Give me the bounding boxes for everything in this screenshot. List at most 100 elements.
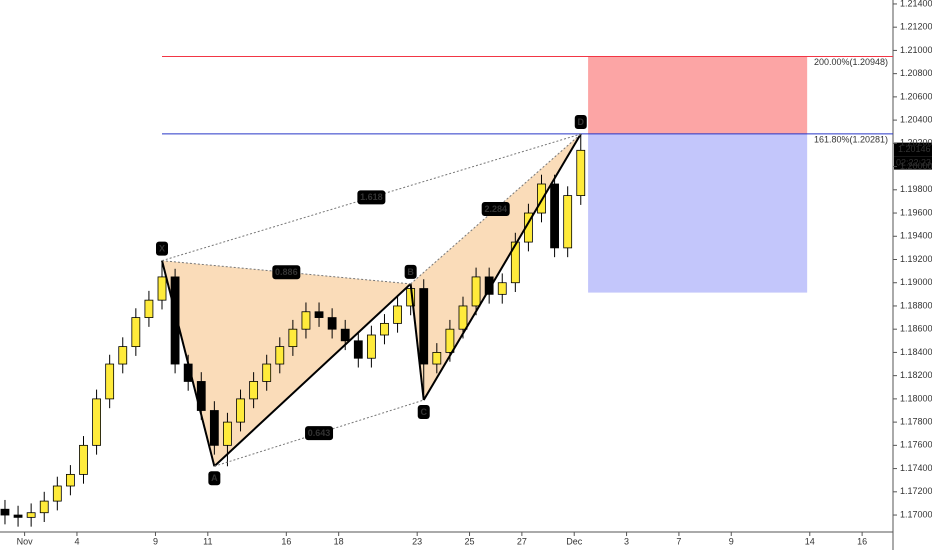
candle-body	[380, 322, 389, 336]
zone	[588, 133, 808, 293]
overlay: 200.00%(1.20948) 161.80%(1.20281) 1.618 0.8…	[156, 57, 932, 486]
y-tick-label: 1.17200	[900, 486, 932, 496]
candle-body	[13, 514, 23, 518]
x-tick-label: Nov	[17, 536, 34, 546]
countdown-box	[894, 156, 932, 170]
candle-body	[209, 410, 219, 446]
pattern-leg	[161, 260, 216, 467]
ratio-label: 0.886	[275, 267, 298, 277]
candle-body	[105, 363, 115, 400]
ratio-box	[305, 426, 334, 441]
candle-body	[223, 421, 232, 446]
candle-body	[52, 485, 62, 502]
candle-body	[314, 311, 324, 318]
candle-body	[0, 508, 10, 516]
candle-body	[484, 276, 494, 295]
y-tick-label: 1.17800	[900, 416, 932, 426]
x-tick-label: Dec	[566, 536, 583, 546]
zone	[588, 56, 808, 134]
candle-body	[288, 328, 298, 348]
candle-body	[393, 305, 402, 324]
x-tick-label: 9	[153, 536, 158, 546]
y-tick-label: 1.17000	[900, 509, 932, 519]
ratio-box	[481, 201, 510, 216]
x-tick-label: 14	[805, 536, 815, 546]
candle-body	[445, 328, 455, 353]
candle-body	[144, 299, 154, 318]
candle-body	[550, 183, 559, 249]
y-tick-label: 1.18600	[900, 324, 932, 334]
y-tick-label: 1.20400	[900, 114, 932, 124]
y-tick-label: 1.19800	[900, 184, 932, 194]
plot-area	[0, 55, 893, 527]
y-tick-label: 1.21000	[900, 45, 932, 55]
point-box	[208, 471, 221, 486]
y-tick-label: 1.19600	[900, 207, 932, 217]
y-tick-label: 1.20800	[900, 68, 932, 78]
candle-body	[327, 317, 337, 330]
y-tick-label: 1.18200	[900, 370, 932, 380]
ratio-box	[357, 190, 386, 205]
last-price-label: 1.20146	[898, 144, 931, 154]
candle-body	[262, 363, 272, 382]
x-tick-label: 7	[676, 536, 681, 546]
point-label: X	[159, 244, 165, 254]
y-tick-label: 1.18000	[900, 393, 932, 403]
ratio-line	[161, 133, 581, 262]
candle-body	[432, 352, 442, 365]
candle-body	[340, 328, 350, 342]
x-tick-label: 25	[465, 536, 475, 546]
candle-body	[118, 346, 128, 365]
candle-body	[66, 473, 75, 487]
point-box	[404, 264, 417, 279]
candle-body	[79, 444, 88, 475]
candle-body	[471, 276, 481, 307]
y-tick-label: 1.19000	[900, 277, 932, 287]
point-label: B	[407, 267, 414, 277]
point-label: D	[578, 117, 585, 127]
candle-body	[301, 311, 311, 330]
candle-body	[170, 276, 180, 365]
candle-body	[366, 334, 376, 359]
x-tick-label: 11	[203, 536, 212, 546]
x-tick-label: 9	[729, 536, 734, 546]
candle-body	[458, 305, 468, 330]
y-tick-label: 1.18400	[900, 347, 932, 357]
x-tick-label: 16	[857, 536, 867, 546]
ratio-label: 0.643	[308, 428, 331, 438]
pattern-leg	[422, 133, 582, 401]
candle-body	[26, 512, 36, 518]
candle-body	[249, 381, 259, 400]
candle-body	[510, 241, 520, 284]
candle-body	[275, 346, 285, 365]
y-tick-label: 1.21400	[900, 0, 932, 8]
candle-body	[576, 149, 586, 197]
y-tick-label: 1.17400	[900, 463, 932, 473]
point-box	[574, 115, 587, 130]
ratio-label: 1.618	[360, 192, 383, 202]
pattern-leg	[409, 283, 425, 401]
level-label: 161.80%(1.20281)	[814, 134, 888, 144]
level-label: 200.00%(1.20948)	[814, 57, 888, 67]
candle-body	[497, 282, 507, 295]
ratio-label: 2.284	[484, 204, 507, 214]
x-tick-label: 27	[517, 536, 527, 546]
candle-body	[39, 500, 49, 514]
x-tick-label: 4	[74, 536, 79, 546]
candle-body	[157, 276, 167, 301]
y-tick-label: 1.20600	[900, 91, 932, 101]
candle-body	[353, 340, 363, 359]
point-label: A	[211, 473, 218, 483]
x-tick-label: 3	[624, 536, 629, 546]
y-tick-label: 1.21200	[900, 22, 932, 32]
candle-body	[419, 288, 429, 365]
countdown-label: 02:22:23	[896, 157, 931, 167]
point-box	[417, 405, 430, 420]
y-tick-label: 1.20000	[900, 161, 932, 171]
point-label: C	[420, 407, 427, 417]
y-tick-label: 1.19200	[900, 254, 932, 264]
candle-body	[131, 317, 141, 348]
x-tick-label: 23	[412, 536, 422, 546]
x-tick-label: 16	[281, 536, 291, 546]
